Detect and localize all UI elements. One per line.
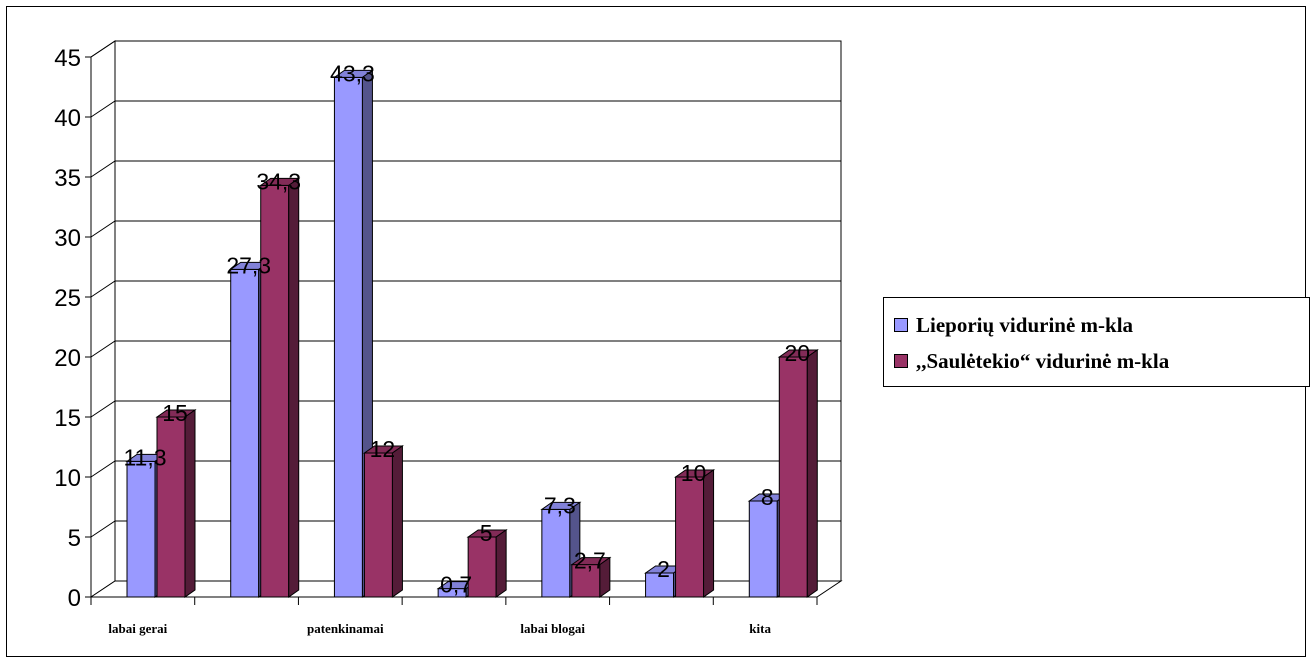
x-tick-label: patenkinamai xyxy=(307,621,384,636)
legend-item-sauletekio: ,,Saulėtekio“ vidurinė m-kla xyxy=(894,346,1169,376)
data-label: 11,3 xyxy=(123,444,166,470)
gridline xyxy=(90,40,841,58)
bar-front xyxy=(126,460,156,598)
bar-side xyxy=(495,529,507,598)
x-tick-label: labai blogai xyxy=(520,621,585,636)
chart-frame: 0 5 10 15 20 25 30 35 40 45 labai gerai patenkinama… xyxy=(6,6,1310,657)
legend-label-lieporiu: Lieporių vidurinė m-kla xyxy=(916,312,1134,337)
y-tick-label: 45 xyxy=(54,45,81,72)
data-label: 8 xyxy=(761,484,774,510)
bar-side xyxy=(288,177,300,598)
y-tick-label: 25 xyxy=(54,285,81,312)
data-label: 12 xyxy=(370,436,396,462)
y-tick-label: 15 xyxy=(54,405,81,432)
legend: Lieporių vidurinė m-kla ,,Saulėtekio“ vi… xyxy=(883,297,1310,387)
y-tick-label: 10 xyxy=(54,465,81,492)
legend-swatch-sauletekio xyxy=(894,354,908,368)
bar-side xyxy=(184,409,196,598)
side-wall xyxy=(90,40,116,598)
data-label: 10 xyxy=(681,460,707,486)
bar-front xyxy=(675,476,705,598)
x-tick-label: kita xyxy=(749,621,771,636)
bar-front xyxy=(778,356,808,598)
y-tick-label: 20 xyxy=(54,345,81,372)
gridline xyxy=(90,220,841,238)
bar-front xyxy=(230,268,260,598)
gridline xyxy=(90,100,841,118)
y-tick-label: 5 xyxy=(68,525,81,552)
data-label: 34,3 xyxy=(256,168,301,194)
legend-swatch-lieporiu xyxy=(894,318,908,332)
gridline xyxy=(90,460,841,478)
legend-item-lieporiu: Lieporių vidurinė m-kla xyxy=(894,310,1133,340)
data-label: 20 xyxy=(784,340,810,366)
gridline xyxy=(90,340,841,358)
y-tick-label: 40 xyxy=(54,105,81,132)
data-label: 7,3 xyxy=(544,492,576,518)
bar-front xyxy=(541,508,571,598)
legend-label-sauletekio: ,,Saulėtekio“ vidurinė m-kla xyxy=(916,348,1170,373)
bar-front xyxy=(333,76,363,598)
data-label: 5 xyxy=(480,520,493,546)
data-label: 0,7 xyxy=(440,572,472,598)
gridline xyxy=(90,520,841,538)
bar-front xyxy=(467,536,497,598)
y-tick-label: 0 xyxy=(68,585,81,612)
bar-front xyxy=(748,500,778,598)
x-tick-label: labai gerai xyxy=(108,621,167,636)
y-tick-label: 30 xyxy=(54,225,81,252)
bar-side xyxy=(703,469,715,598)
bar-front xyxy=(363,452,393,598)
bar-front xyxy=(260,184,290,598)
data-label: 2 xyxy=(657,556,670,582)
data-label: 27,3 xyxy=(226,252,271,278)
bar-side xyxy=(391,445,403,598)
gridline xyxy=(90,160,841,178)
y-tick-label: 35 xyxy=(54,165,81,192)
data-label: 2,7 xyxy=(574,548,606,574)
gridline xyxy=(90,400,841,418)
data-label: 43,3 xyxy=(330,60,375,86)
bar-side xyxy=(806,349,818,598)
bar-side xyxy=(599,556,611,598)
back-wall xyxy=(114,40,842,582)
data-label: 15 xyxy=(162,400,188,426)
gridline xyxy=(90,280,841,298)
